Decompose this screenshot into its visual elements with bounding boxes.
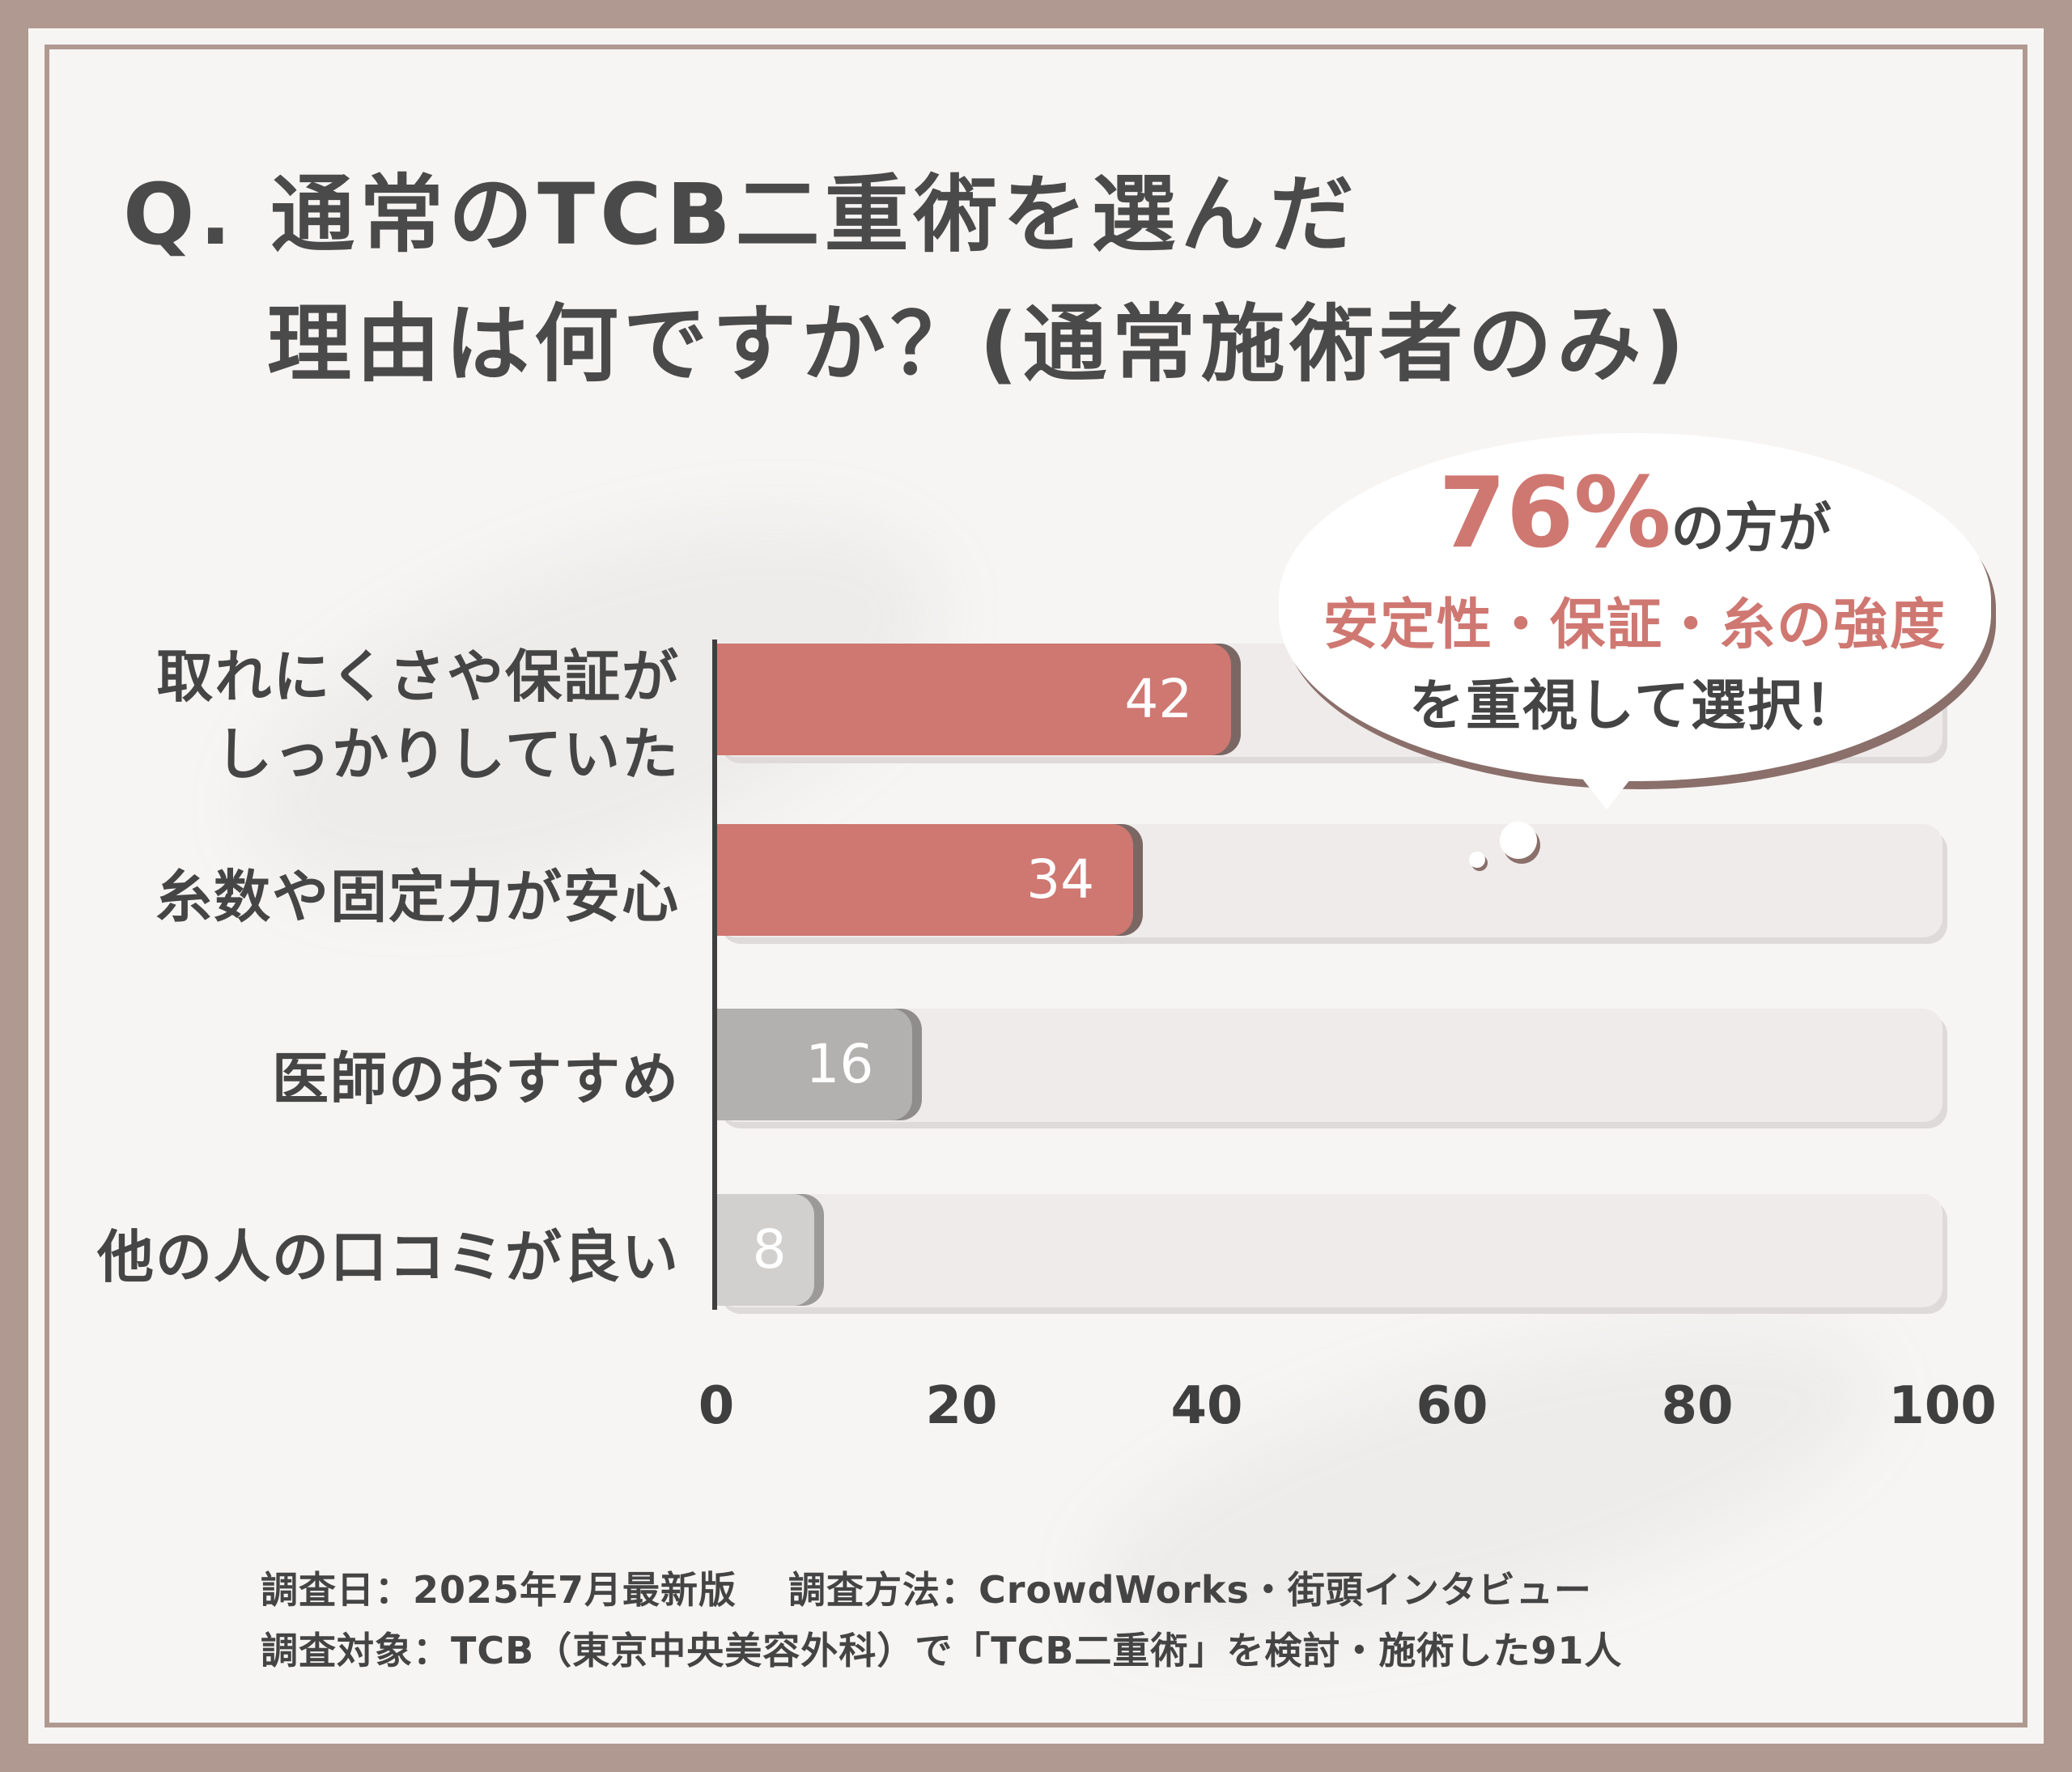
callout-bubble <box>1279 433 1991 781</box>
bar-track <box>716 1194 1942 1307</box>
category-label-4: 他の人の口コミが良い <box>97 1218 680 1296</box>
bar-track <box>716 1009 1942 1122</box>
bar-value-label: 8 <box>752 1218 787 1281</box>
chart-title: Q. 通常のTCB二重術を選んだ 理由は何ですか？(通常施術者のみ) <box>123 150 1689 409</box>
bar-value-label: 42 <box>1124 668 1193 730</box>
category-label-3: 医師のおすすめ <box>272 1040 680 1118</box>
title-line-1: Q. 通常のTCB二重術を選んだ <box>123 165 1359 264</box>
title-line-2: 理由は何ですか？(通常施術者のみ) <box>267 295 1690 393</box>
bar <box>716 1194 815 1306</box>
category-label-4-line-1: 他の人の口コミが良い <box>97 1224 680 1290</box>
callout-line-3: を重視して選択！ <box>1409 674 1861 738</box>
x-tick-label: 0 <box>698 1376 735 1436</box>
x-tick-label: 20 <box>925 1376 998 1436</box>
thought-dot-large <box>1500 822 1537 859</box>
category-label-2: 糸数や固定力が安心 <box>155 858 680 936</box>
category-label-3-line-1: 医師のおすすめ <box>272 1046 680 1112</box>
footer-survey-target: 調査対象：TCB（東京中央美容外科）で「TCB二重術」を検討・施術した91人 <box>261 1629 1623 1672</box>
category-label-1-line-2: しっかりしていた <box>215 721 680 788</box>
callout-line-1-suffix: の方が <box>1671 497 1832 559</box>
bar-value-label: 16 <box>805 1033 874 1095</box>
x-tick-label: 40 <box>1170 1376 1243 1436</box>
bar-value-label: 34 <box>1026 848 1095 911</box>
y-axis-line <box>712 640 717 1310</box>
callout-line-1: 76%の方が <box>1279 457 1991 570</box>
bar <box>716 1009 913 1120</box>
footer-survey-info: 調査日：2025年7月最新版 調査方法：CrowdWorks・街頭インタビュー <box>261 1568 1592 1612</box>
bar <box>716 824 1134 936</box>
thought-dot-small <box>1469 852 1485 868</box>
callout-percent: 76% <box>1438 457 1671 570</box>
category-label-2-line-1: 糸数や固定力が安心 <box>155 864 680 930</box>
x-tick-label: 80 <box>1661 1376 1734 1436</box>
bar <box>716 644 1232 755</box>
x-tick-label: 60 <box>1416 1376 1488 1436</box>
category-label-1-line-1: 取れにくさや保証が <box>156 644 680 710</box>
category-label-1: 取れにくさや保証が しっかりしていた <box>156 638 680 793</box>
callout-line-2: 安定性・保証・糸の強度 <box>1323 593 1947 657</box>
x-tick-label: 100 <box>1888 1376 1997 1436</box>
